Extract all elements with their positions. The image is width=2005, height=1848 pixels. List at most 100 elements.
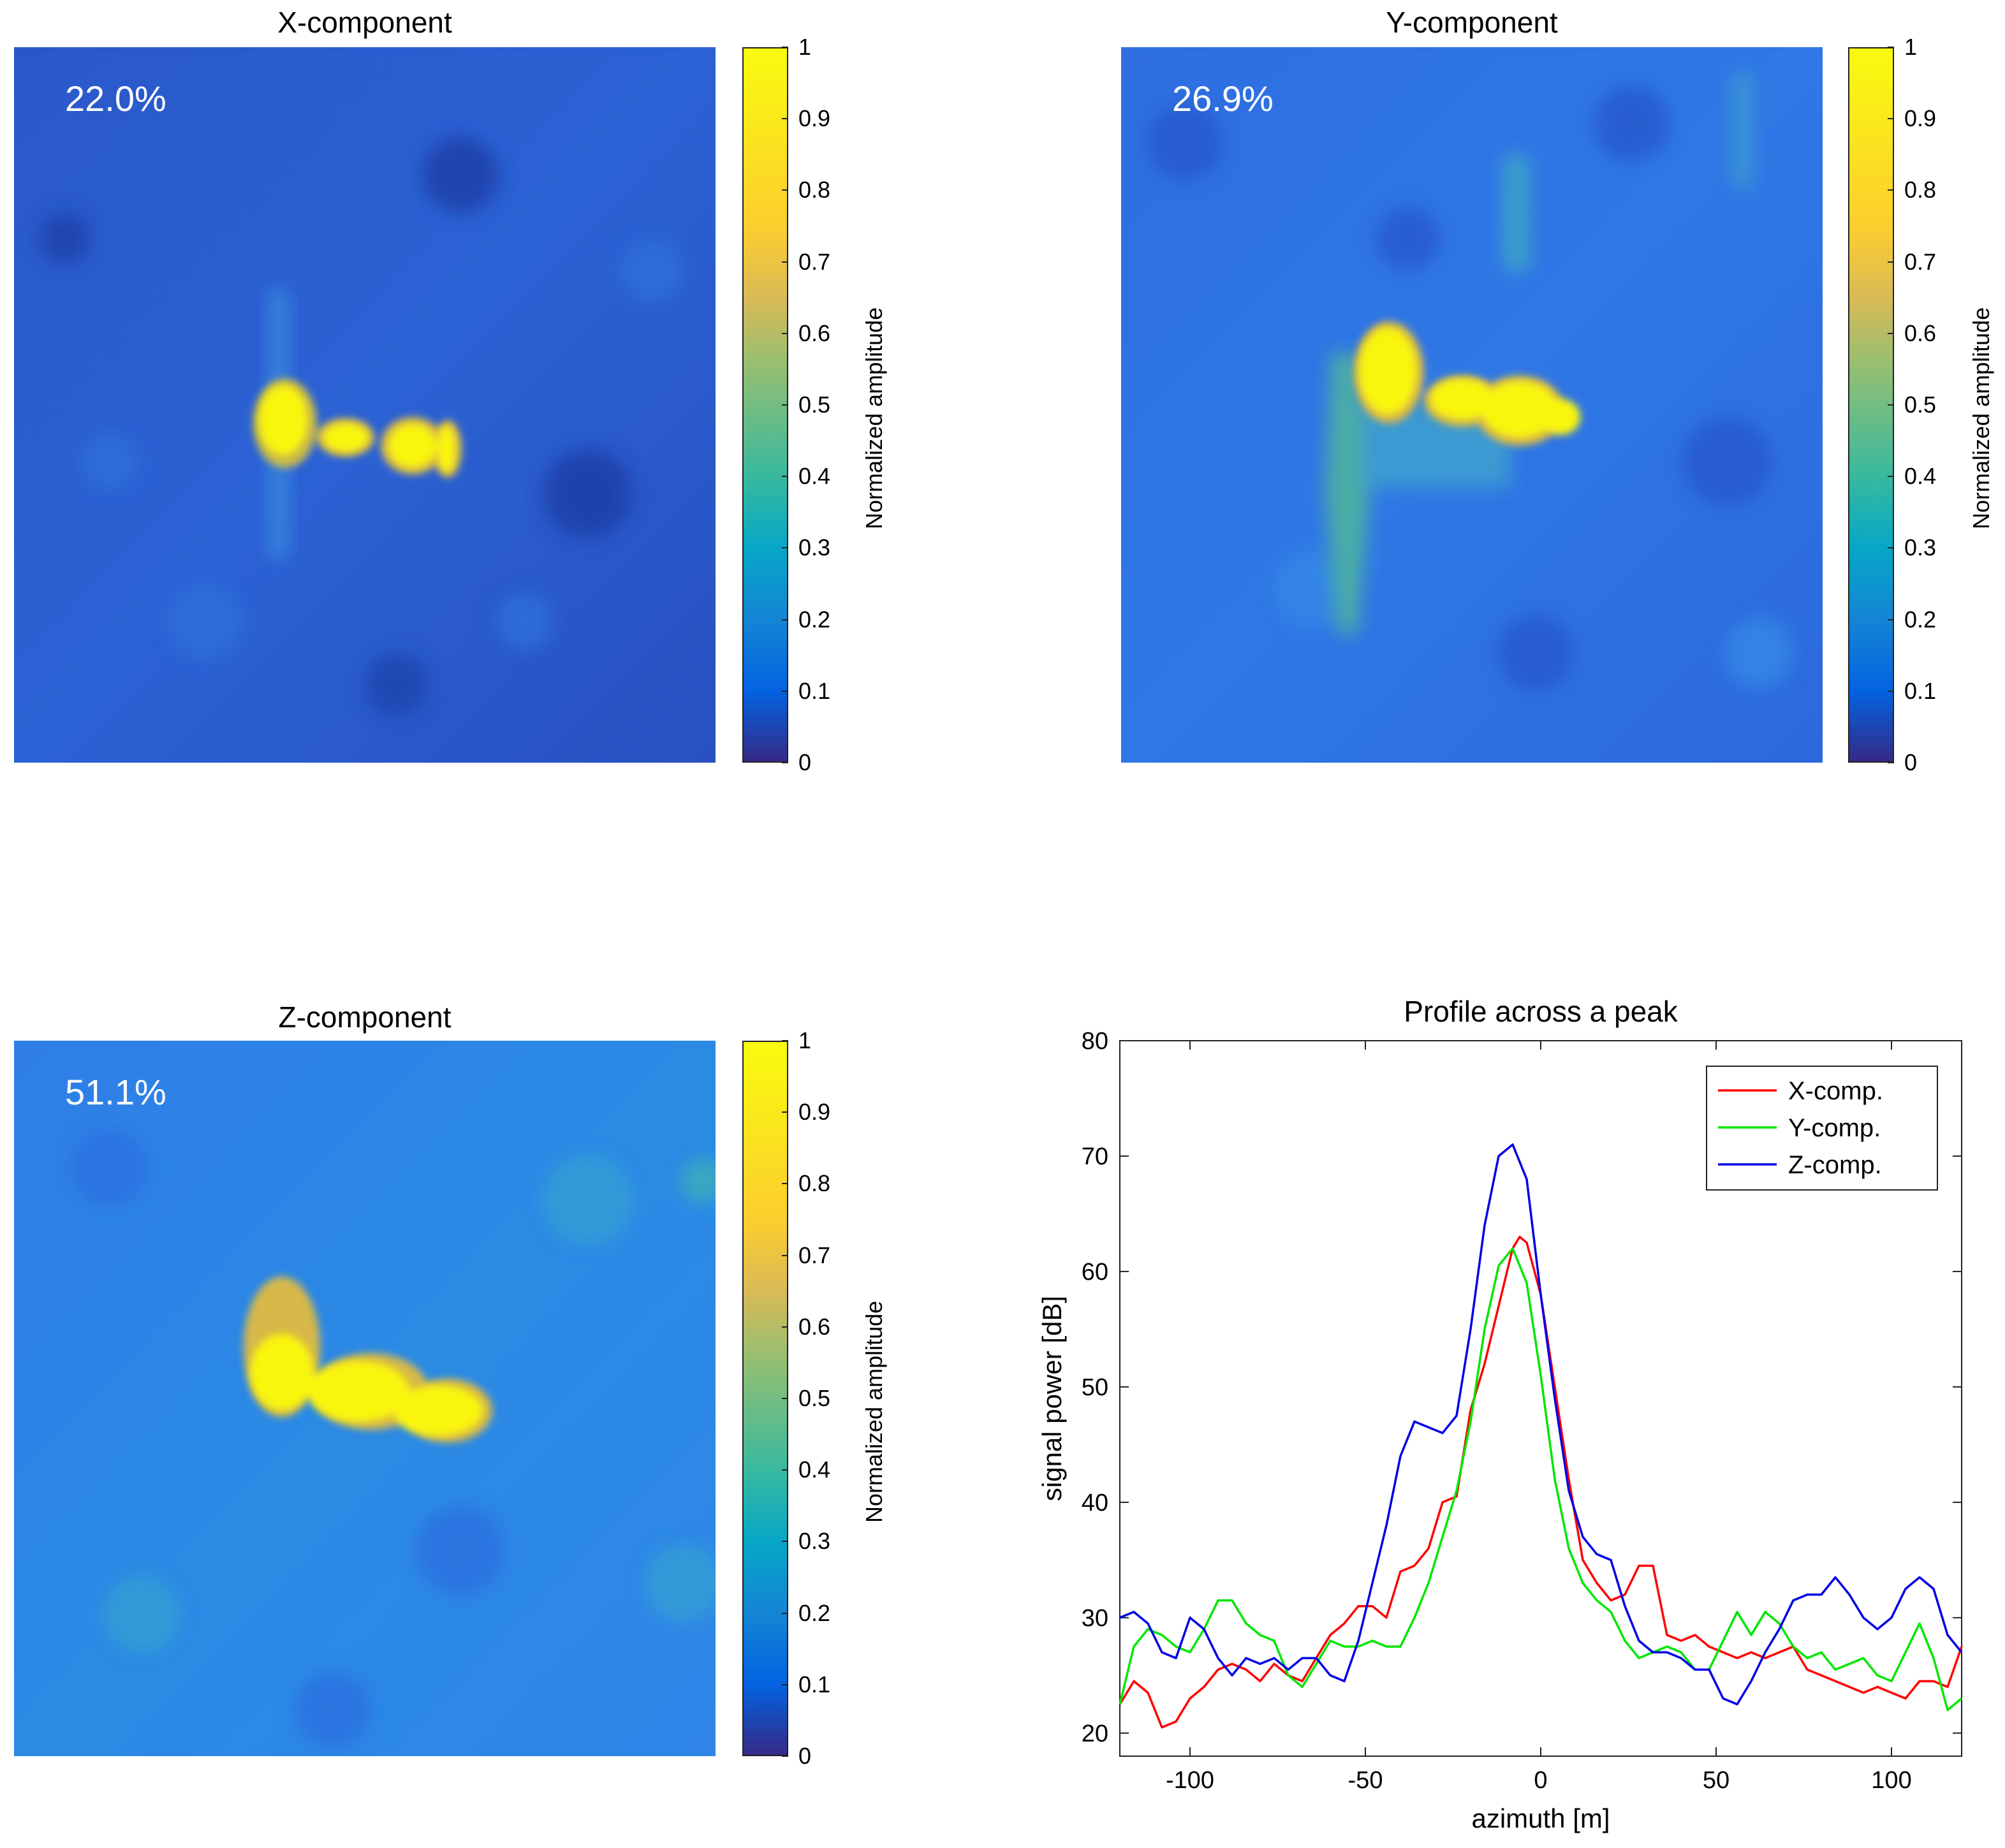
energy-percent-z: 51.1% <box>65 1072 166 1112</box>
colorbar-tick-mark <box>782 189 788 191</box>
heatmap-title-z: Z-component <box>278 1001 452 1034</box>
colorbar-tick-label: 0.2 <box>798 606 831 633</box>
series-line-z-comp <box>1119 1143 1963 1706</box>
colorbar-tick-label: 1 <box>1904 34 1918 60</box>
heatmap-x-image <box>14 47 716 763</box>
colorbar-tick-label: 0.7 <box>798 248 831 275</box>
colorbar-tick-label: 0.5 <box>1904 392 1937 418</box>
colorbar-tick-label: 0.1 <box>798 677 831 704</box>
colorbar-tick-label: 0.6 <box>798 319 831 346</box>
colorbar-tick-label: 0.6 <box>798 1313 831 1340</box>
x-tick-label: -100 <box>1166 1767 1214 1794</box>
heatmap-z-image <box>14 1041 716 1756</box>
colorbar-tick-mark <box>782 762 788 763</box>
colorbar-tick-mark <box>782 47 788 48</box>
y-tick-label: 70 <box>1082 1143 1108 1170</box>
heatmap-y: 26.9% <box>1121 47 1823 763</box>
colorbar-tick-label: 0.4 <box>1904 463 1937 490</box>
colorbar-tick-label: 0.8 <box>1904 177 1937 203</box>
colorbar-tick-mark <box>782 547 788 549</box>
colorbar-tick-mark <box>1888 476 1894 478</box>
colorbar-tick-label: 0.3 <box>1904 534 1937 561</box>
profile-line-chart: -100 -50 0 50 100 20 30 40 50 60 70 80 Profile acros… <box>1037 995 1963 1833</box>
colorbar-tick-mark <box>782 1326 788 1328</box>
colorbar-tick-label: 0.5 <box>798 392 831 418</box>
colorbar-tick-mark <box>1888 547 1894 549</box>
legend-entry: Y-comp. <box>1788 1114 1881 1142</box>
colorbar-tick-label: 0.4 <box>798 1456 831 1483</box>
y-tick-label: 60 <box>1082 1259 1108 1286</box>
colorbar-tick-label: 0 <box>1904 749 1918 775</box>
colorbar-tick-label: 0.1 <box>798 1671 831 1698</box>
colorbar-tick-mark <box>782 1683 788 1685</box>
colorbar-z <box>742 1041 788 1756</box>
y-tick-label: 20 <box>1082 1720 1108 1747</box>
colorbar-tick-mark <box>782 1183 788 1185</box>
colorbar-tick-label: 0 <box>798 749 812 775</box>
colorbar-tick-mark <box>1888 189 1894 191</box>
colorbar-z-label: Normalized amplitude <box>861 1300 887 1523</box>
heatmap-y-image <box>1121 47 1823 763</box>
y-tick-label: 40 <box>1082 1490 1108 1516</box>
energy-percent-x: 22.0% <box>65 78 166 119</box>
y-tick-label: 50 <box>1082 1374 1108 1401</box>
colorbar-tick-mark <box>782 332 788 334</box>
colorbar-tick-mark <box>1888 332 1894 334</box>
colorbar-tick-mark <box>782 1541 788 1543</box>
colorbar-tick-mark <box>782 476 788 478</box>
colorbar-tick-label: 1 <box>798 34 812 60</box>
colorbar-tick-label: 0.9 <box>1904 105 1937 132</box>
colorbar-tick-mark <box>782 118 788 120</box>
heatmap-z: 51.1% <box>14 1041 716 1756</box>
colorbar-tick-label: 0 <box>798 1743 812 1769</box>
colorbar-tick-label: 0.2 <box>1904 606 1937 633</box>
x-tick-label: 0 <box>1534 1767 1547 1794</box>
colorbar-tick-label: 0.8 <box>798 177 831 203</box>
legend-entry: X-comp. <box>1788 1077 1883 1105</box>
colorbar-tick-label: 0.6 <box>1904 319 1937 346</box>
colorbar-tick-mark <box>1888 47 1894 48</box>
colorbar-tick-label: 0.3 <box>798 1528 831 1555</box>
colorbar-x-label: Normalized amplitude <box>861 307 887 529</box>
colorbar-tick-label: 0.9 <box>798 1099 831 1126</box>
chart-title: Profile across a peak <box>1404 995 1678 1028</box>
colorbar-tick-mark <box>1888 619 1894 620</box>
y-tick-label: 80 <box>1082 1028 1108 1055</box>
colorbar-tick-mark <box>782 261 788 263</box>
colorbar-tick-mark <box>1888 261 1894 263</box>
x-tick-label: 50 <box>1703 1767 1730 1794</box>
colorbar-tick-label: 0.8 <box>798 1170 831 1197</box>
colorbar-tick-mark <box>782 1469 788 1471</box>
x-tick-label: -50 <box>1348 1767 1383 1794</box>
y-axis-label: signal power [dB] <box>1037 1296 1067 1501</box>
colorbar-tick-mark <box>782 1254 788 1256</box>
heatmap-title-y: Y-component <box>1386 6 1558 39</box>
heatmap-title-x: X-component <box>277 6 452 39</box>
colorbar-tick-mark <box>782 1111 788 1113</box>
y-tick-label: 30 <box>1082 1605 1108 1632</box>
colorbar-tick-mark <box>1888 762 1894 763</box>
colorbar-tick-mark <box>1888 690 1894 692</box>
series-line-y-comp <box>1119 1247 1963 1712</box>
colorbar-tick-label: 0.5 <box>798 1385 831 1411</box>
colorbar-tick-mark <box>782 1398 788 1399</box>
colorbar-tick-label: 0.3 <box>798 534 831 561</box>
colorbar-tick-mark <box>782 1756 788 1757</box>
colorbar-tick-label: 0.4 <box>798 463 831 490</box>
colorbar-tick-mark <box>782 1612 788 1614</box>
colorbar-tick-mark <box>1888 118 1894 120</box>
energy-percent-y: 26.9% <box>1172 78 1274 119</box>
heatmap-x: 22.0% <box>14 47 716 763</box>
colorbar-tick-mark <box>1888 404 1894 406</box>
colorbar-tick-label: 0.7 <box>1904 248 1937 275</box>
colorbar-tick-mark <box>782 1040 788 1041</box>
x-tick-label: 100 <box>1871 1767 1911 1794</box>
colorbar-tick-mark <box>782 404 788 406</box>
colorbar-y-label: Normalized amplitude <box>1968 307 1994 529</box>
series-line-x-comp <box>1119 1235 1963 1729</box>
x-axis-label: azimuth [m] <box>1471 1803 1610 1833</box>
colorbar-tick-label: 1 <box>798 1027 812 1053</box>
legend-entry: Z-comp. <box>1788 1151 1882 1179</box>
colorbar-tick-mark <box>782 690 788 692</box>
colorbar-tick-label: 0.9 <box>798 105 831 132</box>
